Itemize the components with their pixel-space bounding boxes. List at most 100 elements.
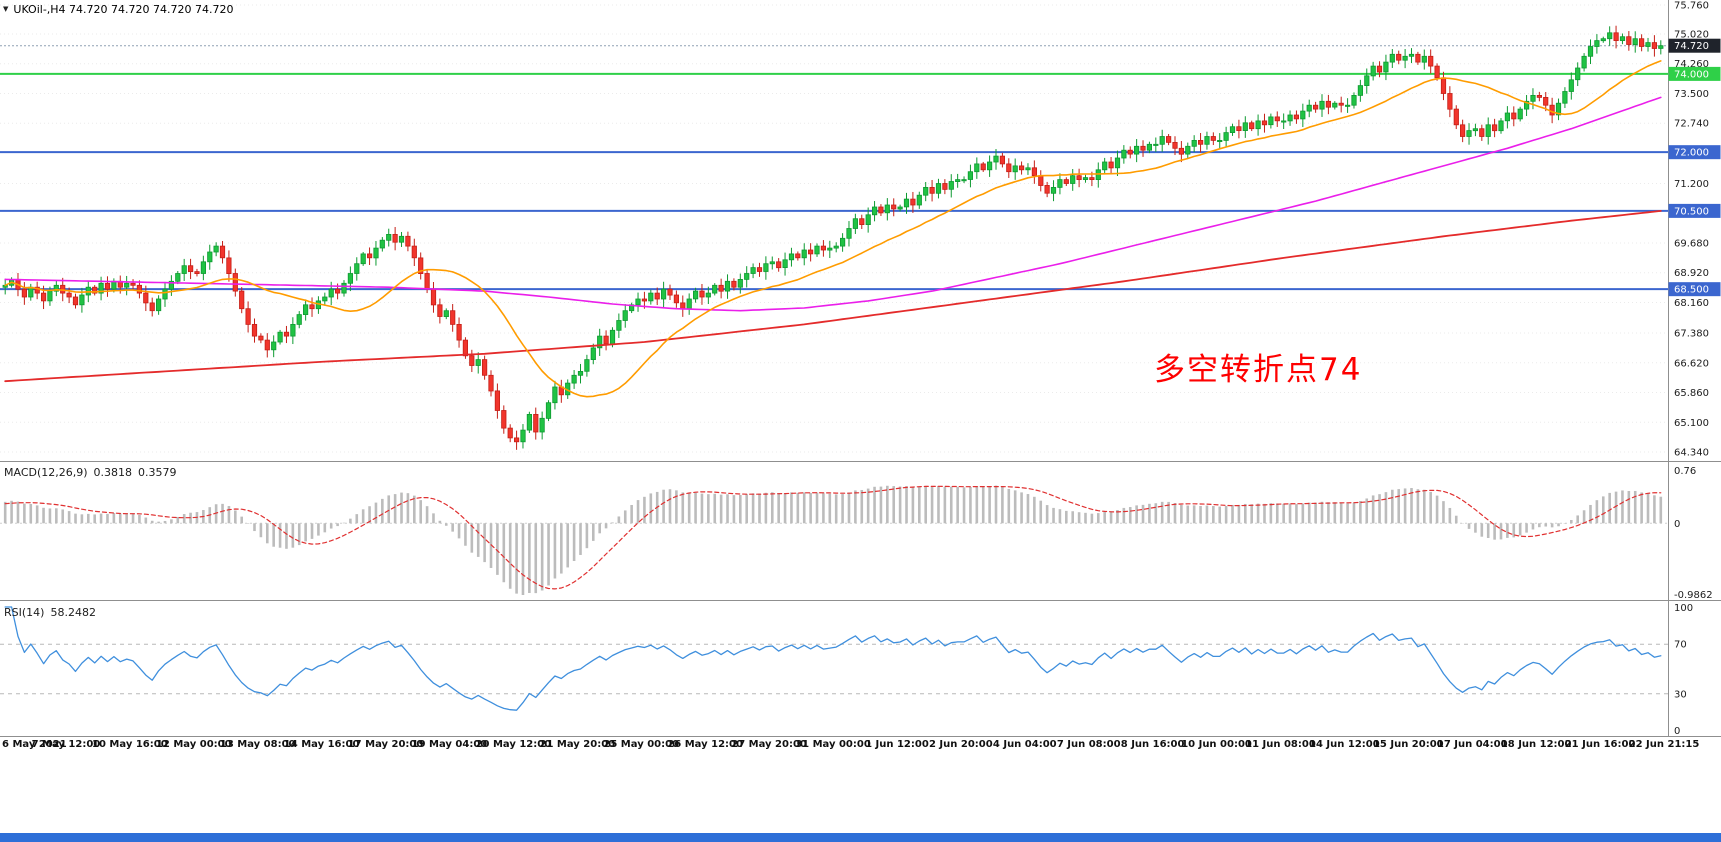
candle	[724, 280, 731, 292]
candle	[744, 273, 750, 280]
candle	[999, 155, 1006, 165]
time-axis-label: 27 May 20:00	[731, 739, 807, 750]
candle	[1038, 175, 1044, 186]
candle	[609, 329, 616, 345]
candle	[667, 288, 673, 296]
candle	[865, 214, 871, 226]
candle	[1229, 126, 1236, 133]
chart-annotation-text[interactable]: 多空转折点74	[1154, 352, 1363, 388]
candle	[603, 335, 609, 345]
time-axis-label: 10 Jun 00:00	[1181, 739, 1252, 750]
candle	[1434, 65, 1440, 79]
candle	[175, 273, 181, 282]
candle	[239, 290, 245, 310]
time-axis-label: 31 May 00:00	[795, 739, 871, 750]
candle	[1389, 53, 1395, 63]
price-level-badge	[1668, 203, 1721, 218]
candle	[597, 335, 603, 349]
candle	[443, 310, 449, 318]
svg-text:64.340: 64.340	[1674, 448, 1709, 459]
candle	[264, 339, 270, 351]
candle	[207, 251, 213, 263]
candle	[1639, 38, 1645, 47]
candle	[1102, 161, 1108, 171]
time-axis-label: 10 May 16:00	[92, 739, 168, 750]
horizontal-level-lines[interactable]	[0, 45, 1668, 291]
candle	[1198, 139, 1204, 145]
time-axis-label: 14 Jun 12:00	[1309, 739, 1380, 750]
macd-signal-line	[4, 485, 1662, 590]
symbol-ohlc-label: UKOil-,H4 74.720 74.720 74.720 74.720	[13, 3, 234, 16]
svg-text:70: 70	[1674, 640, 1687, 651]
candle	[322, 296, 328, 302]
candle	[488, 374, 494, 392]
candles-layer	[2, 25, 1664, 450]
candle	[392, 233, 398, 243]
time-axis-label: 7 Jun 08:00	[1056, 739, 1121, 750]
candle	[552, 386, 558, 404]
candle	[910, 198, 916, 206]
candle	[1396, 53, 1402, 61]
ma-medium-line	[4, 96, 1662, 312]
candle	[1511, 112, 1517, 120]
candle	[750, 267, 756, 274]
svg-text:69.680: 69.680	[1674, 238, 1709, 249]
svg-text:-0.9862: -0.9862	[1674, 590, 1713, 601]
time-axis[interactable]: 6 May 2021 7 May 12:00 10 May 16:00 12 May …	[0, 738, 1721, 755]
svg-text:74.000: 74.000	[1674, 69, 1709, 80]
candle	[1146, 143, 1152, 151]
time-axis-label: 6 May 2021	[2, 739, 67, 750]
candle	[923, 186, 929, 196]
candle	[814, 245, 820, 255]
candle	[942, 183, 948, 190]
svg-text:68.920: 68.920	[1674, 268, 1709, 279]
candle	[641, 298, 648, 302]
time-axis-label: 19 May 04:00	[411, 739, 488, 750]
candle	[1517, 108, 1523, 120]
candle	[808, 249, 814, 255]
candle	[1063, 179, 1069, 184]
candle	[929, 186, 935, 194]
candle	[1549, 104, 1555, 116]
candle	[1114, 157, 1121, 169]
candle	[1600, 38, 1606, 42]
svg-text:72.000: 72.000	[1674, 148, 1709, 159]
main-chart-panel[interactable]: 75.760 75.020 74.260 73.500 72.740 71.200 69.6…	[0, 0, 1721, 462]
candle	[1031, 167, 1037, 177]
candle	[92, 286, 98, 294]
candle	[1217, 139, 1223, 142]
candle	[41, 292, 47, 302]
candle	[1402, 55, 1408, 61]
candle	[418, 257, 424, 274]
candle	[213, 245, 219, 253]
candle	[1338, 102, 1344, 106]
candle	[258, 335, 264, 341]
candle	[79, 294, 85, 306]
symbol-dropdown-icon[interactable]: ▼	[3, 5, 9, 13]
candle	[1581, 55, 1587, 69]
candle	[1619, 36, 1626, 42]
candle	[526, 413, 533, 431]
svg-text:75.760: 75.760	[1674, 1, 1709, 12]
svg-text:73.500: 73.500	[1674, 89, 1709, 100]
svg-text:70.500: 70.500	[1674, 206, 1709, 217]
candle	[539, 417, 545, 433]
time-axis-label: 14 May 16:00	[283, 739, 360, 750]
candle	[341, 282, 347, 294]
candle	[1472, 128, 1478, 132]
candle	[104, 282, 111, 290]
macd-panel[interactable]: 0.76 0 -0.9862	[0, 462, 1721, 601]
candle	[1594, 40, 1600, 47]
candle	[456, 323, 462, 341]
candle	[360, 253, 366, 265]
candle	[1261, 120, 1268, 126]
rsi-panel[interactable]: 100 70 30 0	[0, 601, 1721, 737]
candle	[232, 273, 238, 292]
candle	[149, 302, 155, 312]
candle	[622, 310, 628, 321]
candle	[60, 284, 66, 294]
candle	[1185, 145, 1191, 155]
svg-text:0: 0	[1674, 726, 1680, 737]
candle	[283, 331, 290, 337]
candle	[993, 155, 999, 163]
